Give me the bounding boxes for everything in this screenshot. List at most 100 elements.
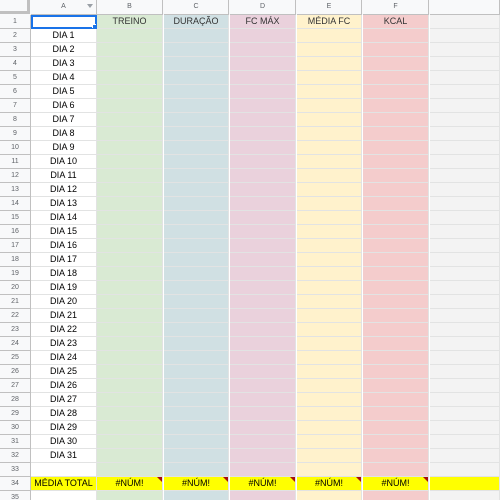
column-header-e[interactable]: E [297,0,362,15]
grid-cell[interactable] [430,85,500,99]
grid-cell[interactable] [430,127,500,141]
grid-cell[interactable] [363,253,429,267]
row-header[interactable]: 6 [0,85,31,99]
grid-cell[interactable] [97,463,163,477]
grid-cell[interactable] [230,43,296,57]
grid-cell[interactable] [297,225,362,239]
grid-cell[interactable] [230,365,296,379]
row-header[interactable]: 14 [0,197,31,211]
grid-cell[interactable]: DIA 7 [31,113,97,127]
grid-cell[interactable] [430,435,500,449]
grid-cell[interactable] [97,29,163,43]
grid-cell[interactable]: DURAÇÃO [164,15,229,29]
grid-cell[interactable] [97,155,163,169]
grid-cell[interactable] [363,365,429,379]
grid-cell[interactable] [297,309,362,323]
grid-cell[interactable] [363,113,429,127]
grid-cell[interactable] [97,43,163,57]
grid-cell[interactable] [164,29,229,43]
row-header[interactable]: 2 [0,29,31,43]
grid-cell[interactable] [297,141,362,155]
row-header[interactable]: 20 [0,281,31,295]
grid-cell[interactable] [363,337,429,351]
grid-cell[interactable] [430,211,500,225]
grid-cell[interactable] [97,435,163,449]
grid-cell[interactable]: MÉDIA TOTAL [31,477,97,491]
row-header[interactable]: 34 [0,477,31,491]
grid-cell[interactable] [297,323,362,337]
grid-cell[interactable] [363,169,429,183]
grid-cell[interactable]: DIA 1 [31,29,97,43]
grid-cell[interactable] [363,407,429,421]
grid-cell[interactable]: DIA 29 [31,421,97,435]
grid-cell[interactable] [164,211,229,225]
grid-cell[interactable] [430,337,500,351]
grid-cell[interactable] [430,155,500,169]
grid-cell[interactable] [164,253,229,267]
grid-cell[interactable] [363,267,429,281]
grid-cell[interactable] [363,225,429,239]
grid-cell[interactable] [363,141,429,155]
grid-cell[interactable] [430,477,500,491]
grid-cell[interactable] [97,71,163,85]
grid-cell[interactable] [164,169,229,183]
grid-cell[interactable] [97,197,163,211]
grid-cell[interactable] [230,155,296,169]
grid-cell[interactable]: DIA 19 [31,281,97,295]
grid-cell[interactable] [164,99,229,113]
grid-cell[interactable] [164,267,229,281]
grid-cell[interactable] [230,239,296,253]
grid-cell[interactable] [164,323,229,337]
grid-cell[interactable] [297,281,362,295]
grid-cell[interactable] [297,43,362,57]
grid-cell[interactable] [363,463,429,477]
select-all-corner[interactable] [0,0,30,14]
grid-cell[interactable] [230,379,296,393]
grid-cell[interactable] [297,337,362,351]
grid-cell[interactable] [164,239,229,253]
grid-cell[interactable] [430,197,500,211]
grid-cell[interactable] [230,295,296,309]
grid-cell[interactable] [164,379,229,393]
grid-cell[interactable] [230,491,296,500]
grid-cell[interactable] [230,29,296,43]
grid-cell[interactable] [230,141,296,155]
row-header[interactable]: 23 [0,323,31,337]
grid-cell[interactable] [164,463,229,477]
grid-cell[interactable] [297,71,362,85]
grid-cell[interactable] [430,295,500,309]
grid-cell[interactable] [430,267,500,281]
grid-cell[interactable] [164,183,229,197]
grid-cell[interactable] [430,225,500,239]
grid-cell[interactable] [297,113,362,127]
grid-cell[interactable] [363,211,429,225]
grid-cell[interactable] [230,309,296,323]
grid-cell[interactable] [230,169,296,183]
row-header[interactable]: 33 [0,463,31,477]
grid-cell[interactable] [230,337,296,351]
row-header[interactable]: 11 [0,155,31,169]
grid-cell[interactable]: DIA 31 [31,449,97,463]
grid-cell[interactable] [97,449,163,463]
grid-cell[interactable]: MÉDIA FC [297,15,362,29]
row-header[interactable]: 17 [0,239,31,253]
row-header[interactable]: 10 [0,141,31,155]
grid-cell[interactable] [164,295,229,309]
grid-cell[interactable] [430,71,500,85]
row-header[interactable]: 13 [0,183,31,197]
grid-cell[interactable]: DIA 11 [31,169,97,183]
row-header[interactable]: 24 [0,337,31,351]
grid-cell[interactable] [230,113,296,127]
grid-cell[interactable]: DIA 2 [31,43,97,57]
grid-cell[interactable] [97,295,163,309]
grid-cell[interactable] [363,197,429,211]
row-header[interactable]: 25 [0,351,31,365]
grid-cell[interactable] [363,155,429,169]
column-header-b[interactable]: B [97,0,163,15]
grid-cell[interactable] [430,281,500,295]
grid-cell[interactable] [97,113,163,127]
grid-cell[interactable] [363,421,429,435]
grid-cell[interactable] [97,183,163,197]
column-header-d[interactable]: D [230,0,296,15]
row-header[interactable]: 12 [0,169,31,183]
